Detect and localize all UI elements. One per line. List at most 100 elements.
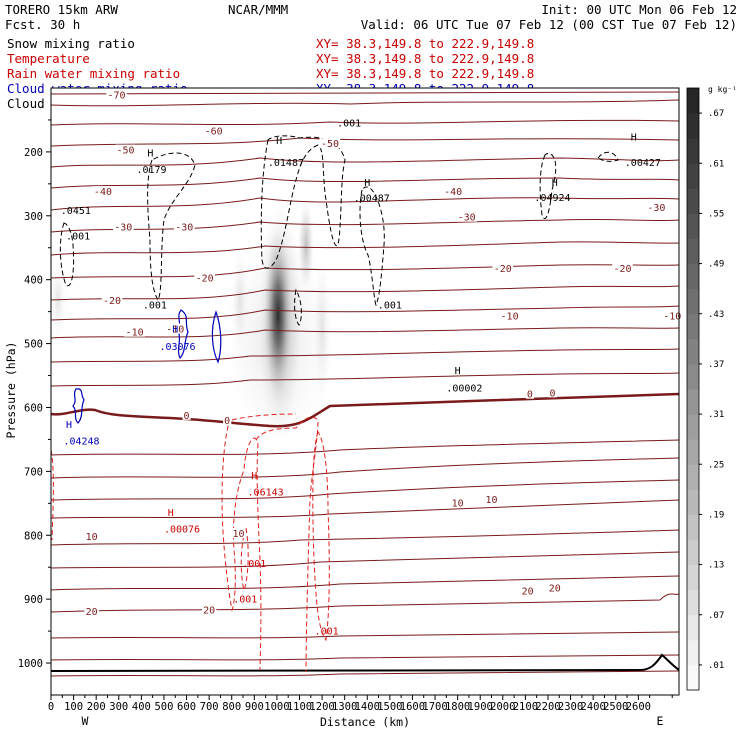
temperature-label: 10 — [86, 532, 98, 543]
extremum-value-label: .0179 — [136, 165, 166, 176]
ice-contour — [59, 222, 75, 287]
colorbar-swatch — [687, 138, 699, 164]
forecast-hour-label: Fcst. 30 h — [5, 17, 80, 32]
y-tick-label: 400 — [24, 275, 43, 287]
isotherm-line — [51, 439, 679, 456]
temperature-label-bg — [231, 527, 246, 538]
temperature-label: 20 — [203, 606, 215, 617]
isotherm-line — [51, 197, 679, 211]
extremum-value-label: .0451 — [61, 206, 91, 217]
y-tick-label: 1000 — [18, 658, 43, 670]
temperature-label-bg — [115, 144, 136, 155]
colorbar-swatch — [687, 439, 699, 465]
plot-frame — [50, 87, 680, 696]
isotherm-line — [51, 631, 679, 639]
snow-shade-core — [264, 230, 292, 400]
temperature-label-bg — [492, 262, 514, 273]
isotherm-line — [51, 551, 679, 569]
isotherm-line — [51, 670, 679, 677]
rain-contours — [51, 413, 330, 673]
colorbar-swatch — [687, 614, 699, 641]
temperature-label: -30 — [647, 203, 665, 214]
colorbar-swatch — [687, 489, 699, 515]
colorbar-label: .25 — [708, 460, 724, 470]
colorbar-swatch — [687, 389, 699, 415]
rain-contour — [312, 430, 330, 642]
temperature-label-bg — [92, 186, 114, 197]
colorbar-units: g kg⁻¹ — [708, 85, 737, 94]
isotherm-line — [51, 218, 679, 233]
colorbar-label: .55 — [708, 209, 724, 219]
temperature-label: -50 — [321, 139, 339, 150]
temperature-label: 0 — [549, 388, 555, 399]
temperature-label-bg — [182, 409, 191, 420]
isotherm-line — [51, 499, 679, 519]
extremum-value-label: .00076 — [164, 525, 200, 536]
high-marker: H — [168, 508, 174, 519]
init-label: Init: 00 UTC Mon 06 Feb 12 — [541, 2, 737, 17]
colorbar-swatch — [687, 213, 699, 239]
field-name: Temperature — [7, 51, 90, 66]
extremum-value-label: .01487 — [268, 158, 304, 169]
colorbar-swatch — [687, 163, 699, 189]
high-marker: H — [172, 325, 178, 336]
isotherm-line — [51, 479, 679, 501]
temperature-label-bg — [499, 310, 520, 321]
center-label: NCAR/MMM — [228, 2, 288, 17]
x-tick-label: 2000 — [490, 701, 515, 713]
extremum-value-label: .001 — [378, 300, 402, 311]
isotherm-line — [51, 157, 679, 168]
x-tick-label: 1300 — [332, 701, 357, 713]
temperature-label-bg — [203, 125, 224, 136]
temperature-label: -60 — [205, 126, 223, 137]
x-tick-label: 2600 — [626, 701, 651, 713]
extrema-labels: .0451 .001 .0179 .001 .01487 .001 .00487 .001 .0… — [61, 118, 661, 637]
isotherm-line — [51, 285, 679, 301]
ice-contour — [597, 151, 619, 162]
extremum-value-label: .04924 — [534, 193, 570, 204]
snow-shade-east-2 — [313, 255, 331, 405]
x-axis: 0 100 200 300 400 500 600 700 800 900 100011001200… — [48, 695, 673, 713]
colorbar-swatch — [687, 113, 699, 139]
ice-contour — [539, 153, 557, 220]
temperature-label: -30 — [458, 213, 476, 224]
extremum-value-label: .001 — [315, 626, 339, 637]
temperature-label-bg — [456, 211, 477, 222]
x-axis-west-label: W — [82, 714, 89, 728]
isotherm-line — [51, 305, 679, 321]
colorbar-label: .37 — [708, 360, 724, 370]
y-axis: 200 300 400 500 600 700 800 900 1000 — [18, 119, 51, 670]
ground-line — [51, 653, 679, 672]
colorbar-label: .31 — [708, 410, 724, 420]
field-xy: XY= 38.3,149.8 to 222.9,149.8 — [316, 36, 534, 51]
temperature-label: 0 — [527, 390, 533, 401]
temperature-label-bg — [201, 604, 217, 615]
x-tick-label: 2100 — [513, 701, 538, 713]
y-tick-label: 700 — [24, 466, 43, 478]
temperature-label: 20 — [549, 583, 561, 594]
temperature-label: -40 — [94, 187, 112, 198]
high-marker: H — [631, 132, 637, 143]
temperature-label-bg — [164, 323, 186, 334]
temperature-label-bg — [106, 89, 127, 100]
x-tick-label: 1900 — [468, 701, 493, 713]
rain-contour — [221, 417, 262, 671]
extremum-value-label: .00487 — [354, 194, 390, 205]
isotherm-line — [51, 575, 679, 591]
temperature-label-bg — [194, 272, 215, 283]
rain-contour — [255, 416, 319, 673]
x-tick-label: 2500 — [603, 701, 628, 713]
cloud-water-contour — [211, 310, 222, 364]
x-tick-label: 2300 — [558, 701, 583, 713]
colorbar-swatch — [687, 363, 699, 390]
temperature-label-bg — [520, 585, 535, 596]
temperature-label-bg — [173, 221, 195, 232]
y-tick-label: 500 — [24, 339, 43, 351]
x-tick-label: 300 — [109, 701, 128, 713]
extremum-value-label: .001 — [337, 118, 361, 129]
temperature-label-bg — [548, 387, 557, 398]
y-tick-label: 800 — [24, 530, 43, 542]
model-label: TORERO 15km ARW — [5, 2, 118, 17]
extremum-value-label: .00427 — [625, 158, 661, 169]
